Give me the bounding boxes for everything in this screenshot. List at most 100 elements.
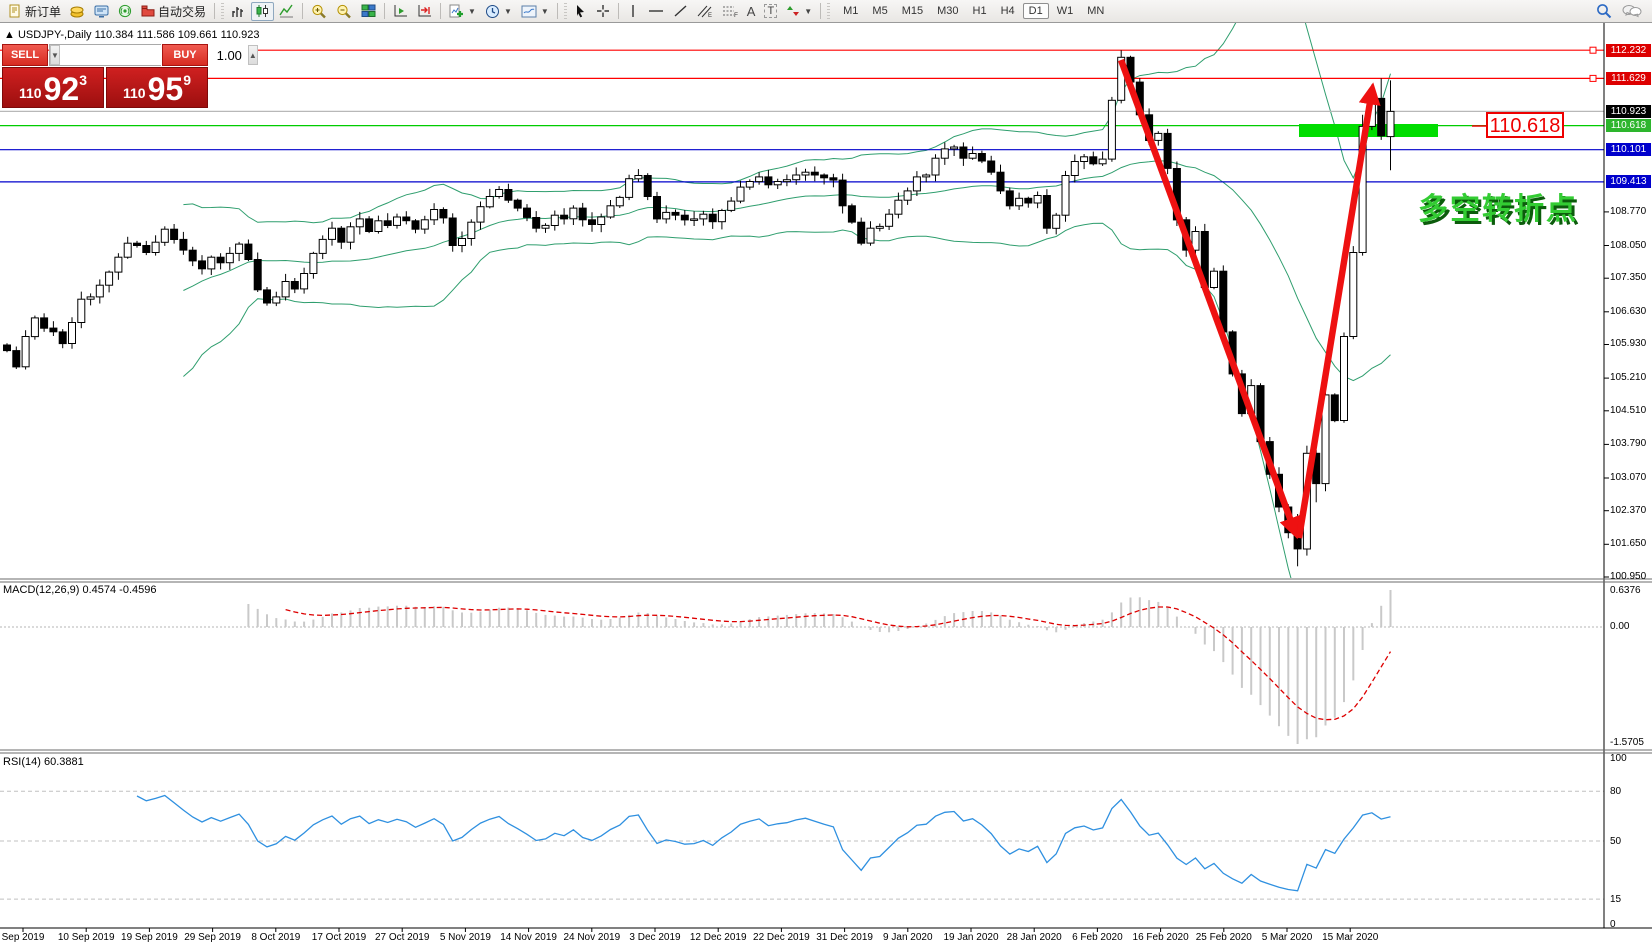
gold-coins-icon — [70, 6, 84, 17]
fibonacci-tool-button[interactable]: F — [718, 2, 742, 21]
auto-scroll-button[interactable] — [389, 2, 412, 21]
buy-price-panel[interactable]: 110 95 9 — [106, 67, 208, 108]
toolbar-separator — [214, 3, 216, 19]
search-icon[interactable] — [1596, 3, 1612, 19]
templates-button[interactable]: ▼ — [517, 2, 553, 21]
toolbar-separator — [302, 3, 304, 19]
text-label-icon: T — [764, 4, 778, 18]
auto-scroll-icon — [394, 5, 408, 17]
bar-chart-type-button[interactable] — [227, 2, 250, 21]
clock-icon — [485, 4, 499, 18]
buy-price-pip: 9 — [183, 72, 191, 88]
timeframe-button-m5[interactable]: M5 — [872, 5, 888, 17]
arrows-dropdown-caret: ▼ — [804, 6, 813, 16]
svg-text:F: F — [734, 12, 738, 18]
line-chart-type-button[interactable] — [275, 2, 298, 21]
new-order-icon — [9, 4, 20, 18]
cursor-icon — [576, 5, 584, 18]
periods-dropdown-caret: ▼ — [503, 6, 512, 16]
timeframe-button-h4[interactable]: H4 — [1000, 5, 1015, 17]
signals-button[interactable] — [114, 2, 136, 21]
timeframe-bar: M1 M5 M15 M30 H1 H4 D1 W1 MN — [837, 3, 1110, 19]
cursor-tool-button[interactable] — [570, 2, 591, 21]
templates-dropdown-caret: ▼ — [540, 6, 549, 16]
volume-input[interactable] — [59, 45, 248, 65]
text-tool-button[interactable]: A — [743, 2, 760, 21]
market-watch-button[interactable] — [90, 2, 113, 21]
toolbar-separator — [440, 3, 442, 19]
periods-button[interactable]: ▼ — [481, 2, 516, 21]
timeframe-button-m1[interactable]: M1 — [843, 5, 859, 17]
timeframe-button-h1[interactable]: H1 — [972, 5, 987, 17]
text-label-tool-button[interactable]: T — [760, 2, 781, 21]
tile-windows-button[interactable] — [357, 2, 380, 21]
chevron-down-icon: ▼ — [51, 50, 59, 60]
toolbar: 新订单 自动交易 — [0, 0, 1652, 23]
timeframe-button-d1[interactable]: D1 — [1022, 3, 1049, 19]
crosshair-tool-button[interactable] — [592, 2, 614, 21]
volume-stepper: ▼ ▲ — [49, 44, 258, 66]
toolbar-grip — [563, 3, 567, 19]
toolbar-separator — [617, 3, 619, 19]
bar-chart-icon — [232, 7, 244, 17]
zoom-out-button[interactable] — [332, 2, 356, 21]
timeframe-button-w1[interactable]: W1 — [1056, 5, 1074, 17]
main-price-pane — [0, 23, 1604, 578]
arrows-shapes-icon — [787, 6, 800, 16]
crosshair-icon — [596, 5, 609, 17]
timeframe-button-mn[interactable]: MN — [1087, 5, 1105, 17]
toolbar-grip — [221, 3, 225, 19]
line-chart-icon — [279, 4, 294, 18]
sell-price-panel[interactable]: 110 92 3 — [2, 67, 104, 108]
arrows-tool-button[interactable]: ▼ — [782, 2, 816, 21]
chat-icon[interactable] — [1622, 4, 1642, 19]
equidistant-channel-tool-button[interactable]: E — [693, 2, 717, 21]
up-trend-arrow — [1295, 82, 1381, 539]
timeframe-button-m30[interactable]: M30 — [937, 5, 959, 17]
vertical-line-icon — [632, 5, 634, 17]
toolbar-separator — [384, 3, 386, 19]
autotrading-button[interactable]: 自动交易 — [137, 2, 210, 21]
svg-text:E: E — [708, 13, 712, 18]
zoom-out-icon — [337, 4, 351, 18]
zoom-in-icon — [312, 4, 326, 18]
chevron-up-icon: ▲ — [248, 50, 257, 60]
buy-button[interactable]: BUY — [162, 44, 208, 66]
toolbar-separator — [556, 3, 558, 19]
volume-increase-button[interactable]: ▲ — [247, 45, 258, 65]
template-icon — [521, 5, 537, 17]
sell-price-pip: 3 — [79, 72, 87, 88]
buy-price-prefix: 110 — [123, 85, 146, 101]
macd-pane — [0, 590, 1604, 744]
sell-price-prefix: 110 — [19, 85, 42, 101]
new-order-label: 新订单 — [25, 4, 62, 19]
add-indicator-icon — [449, 4, 464, 18]
sell-price-big: 92 — [43, 71, 80, 107]
new-order-button[interactable]: 新订单 — [4, 2, 65, 21]
timeframe-button-m15[interactable]: M15 — [901, 5, 924, 17]
trendline-icon — [674, 5, 687, 17]
chart-frame — [0, 23, 1652, 932]
toolbar-grip — [827, 3, 831, 19]
trendline-tool-button[interactable] — [669, 2, 692, 21]
text-a-icon: A — [746, 3, 756, 19]
history-center-button[interactable] — [66, 2, 89, 21]
candlestick-chart-type-button[interactable] — [251, 1, 275, 21]
horizontal-line-tool-button[interactable] — [644, 2, 668, 21]
signal-icon — [118, 4, 132, 18]
zoom-in-button[interactable] — [307, 2, 331, 21]
candlestick-chart-icon — [256, 5, 269, 17]
vertical-line-tool-button[interactable] — [623, 2, 643, 21]
volume-decrease-button[interactable]: ▼ — [50, 45, 60, 65]
terminal-icon — [94, 5, 109, 17]
autotrading-label: 自动交易 — [158, 4, 207, 19]
down-trend-arrow — [1117, 58, 1301, 540]
indicators-dropdown-caret: ▼ — [468, 6, 476, 16]
fibonacci-icon: F — [722, 6, 738, 18]
sell-button[interactable]: SELL — [2, 44, 48, 66]
toolbar-separator — [820, 3, 822, 19]
chart-shift-button[interactable] — [413, 2, 436, 21]
indicators-button[interactable]: ▼ — [445, 2, 480, 21]
